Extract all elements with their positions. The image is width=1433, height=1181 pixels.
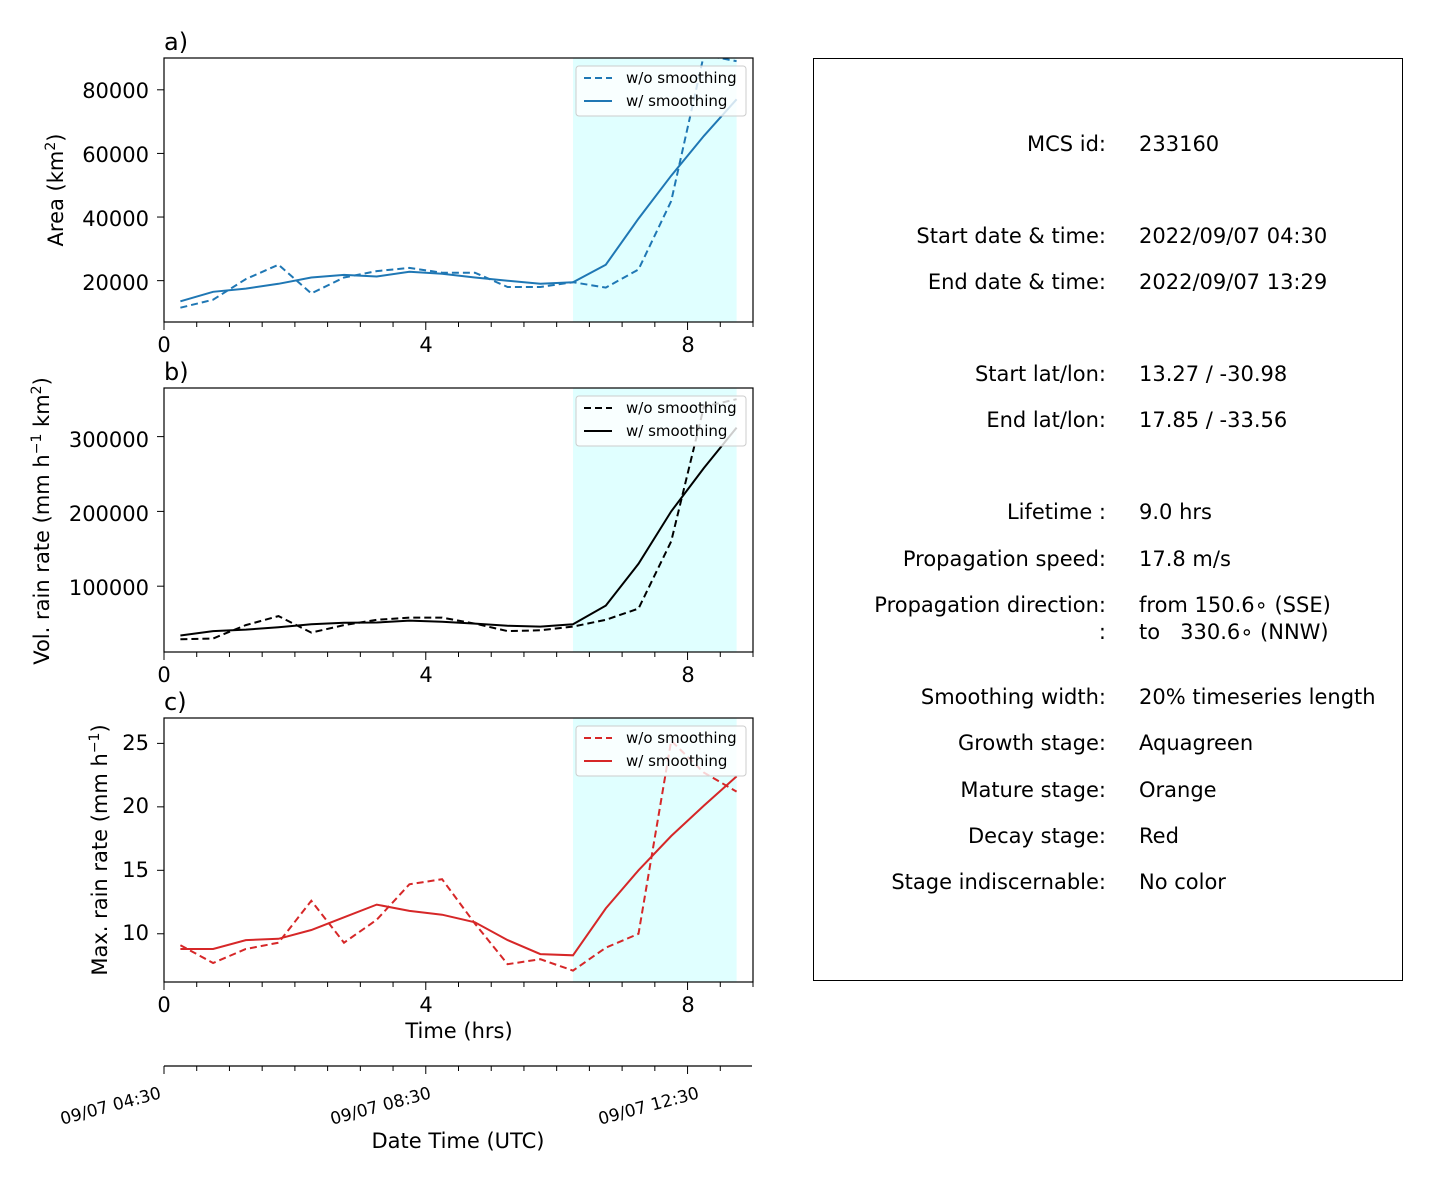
ylabel-max-rain-rate: Max. rain rate (mm h−1) xyxy=(87,724,112,975)
ytick-label: 100000 xyxy=(69,576,149,600)
info-label: Start lat/lon: xyxy=(974,362,1106,386)
info-row-mature-stage: Mature stage: Orange xyxy=(814,778,1402,808)
info-value: Orange xyxy=(1139,778,1217,802)
xtick-label: 8 xyxy=(681,993,694,1017)
ylabel-area: Area (km2) xyxy=(43,134,68,247)
xtick-label: 0 xyxy=(157,993,170,1017)
ytick-label: 40000 xyxy=(82,207,149,231)
panel-area: a) Area (km2) 0 4 8 20000 40000 60000 80… xyxy=(43,28,754,357)
ytick-label: 20 xyxy=(122,794,149,818)
info-value: 9.0 hrs xyxy=(1139,500,1212,524)
x-axis-label: Time (hrs) xyxy=(404,1019,512,1043)
series-line-smoothed xyxy=(180,426,738,637)
legend-label-raw: w/o smoothing xyxy=(626,729,737,747)
info-value: Aquagreen xyxy=(1139,731,1254,755)
legend-label-raw: w/o smoothing xyxy=(626,399,737,417)
xtick-label: 0 xyxy=(157,663,170,687)
info-label: Start date & time: xyxy=(916,224,1106,248)
panel-max-rain-rate: c) Max. rain rate (mm h−1) 0 4 8 10 15 2… xyxy=(87,688,754,1043)
ytick-label: 200000 xyxy=(69,502,149,526)
info-label: Propagation speed: xyxy=(902,547,1106,571)
series-line-smoothed xyxy=(180,775,738,957)
legend-label-raw: w/o smoothing xyxy=(626,69,737,87)
legend-label-smooth: w/ smoothing xyxy=(626,752,727,770)
ytick-label: 25 xyxy=(122,731,149,755)
info-row-decay-stage: Decay stage: Red xyxy=(814,824,1402,854)
legend-label-smooth: w/ smoothing xyxy=(626,422,727,440)
ytick-label: 60000 xyxy=(82,143,149,167)
panel-letter-c: c) xyxy=(164,688,187,716)
panel-volume-rain-rate: b) Vol. rain rate (mm h−1 km2) 0 4 8 100… xyxy=(29,358,754,687)
info-row-start-datetime: Start date & time: 2022/09/07 04:30 xyxy=(814,224,1402,254)
info-label: End date & time: xyxy=(927,270,1106,294)
info-label: Growth stage: xyxy=(957,731,1106,755)
info-label: Smoothing width: xyxy=(920,685,1106,709)
info-value: 13.27 / -30.98 xyxy=(1139,362,1288,386)
info-row-start-latlon: Start lat/lon: 13.27 / -30.98 xyxy=(814,362,1402,392)
info-label: Lifetime : xyxy=(1006,500,1106,524)
series-line-raw xyxy=(180,58,737,309)
info-row-smoothing-width: Smoothing width: 20% timeseries length xyxy=(814,685,1402,715)
info-row-growth-stage: Growth stage: Aquagreen xyxy=(814,731,1402,761)
legend-box xyxy=(575,395,747,447)
chart-figure: a) Area (km2) 0 4 8 20000 40000 60000 80… xyxy=(29,28,754,1153)
ytick-label: 20000 xyxy=(82,271,149,295)
info-row-stage-indiscernable: Stage indiscernable: No color xyxy=(814,870,1402,900)
info-label: Stage indiscernable: xyxy=(891,870,1106,894)
legend-box xyxy=(575,65,747,117)
info-value: 17.8 m/s xyxy=(1139,547,1231,571)
ytick-label: 80000 xyxy=(82,79,149,103)
info-row-end-latlon: End lat/lon: 17.85 / -33.56 xyxy=(814,408,1402,438)
info-label: MCS id: xyxy=(1026,132,1106,156)
info-row-propagation-speed: Propagation speed: 17.8 m/s xyxy=(814,547,1402,577)
info-value: 17.85 / -33.56 xyxy=(1139,408,1288,432)
info-value: to 330.6∘ (NNW) xyxy=(1139,620,1329,644)
series-line-smoothed xyxy=(180,98,738,303)
info-label: Mature stage: xyxy=(960,778,1106,802)
panel-letter-b: b) xyxy=(164,358,189,386)
ytick-label: 15 xyxy=(122,858,149,882)
info-value: Red xyxy=(1139,824,1179,848)
xtick-label: 8 xyxy=(681,333,694,357)
info-row-propagation-direction: Propagation direction: from 150.6∘ (SSE) xyxy=(814,593,1402,623)
series-line-raw xyxy=(180,398,737,641)
xtick-label: 4 xyxy=(419,993,432,1017)
legend-box xyxy=(575,725,747,777)
datetime-tick-label: 09/07 12:30 xyxy=(596,1084,701,1130)
info-row-end-datetime: End date & time: 2022/09/07 13:29 xyxy=(814,270,1402,300)
info-value: 2022/09/07 13:29 xyxy=(1139,270,1328,294)
info-value: No color xyxy=(1139,870,1226,894)
panel-letter-a: a) xyxy=(164,28,188,56)
datetime-tick-label: 09/07 04:30 xyxy=(58,1084,163,1130)
xtick-label: 8 xyxy=(681,663,694,687)
mcs-info-box: MCS id: 233160 Start date & time: 2022/0… xyxy=(813,58,1403,981)
legend-label-smooth: w/ smoothing xyxy=(626,92,727,110)
info-value: 2022/09/07 04:30 xyxy=(1139,224,1328,248)
info-label: Propagation direction: xyxy=(874,593,1106,617)
info-value: 20% timeseries length xyxy=(1139,685,1376,709)
ytick-label: 300000 xyxy=(69,428,149,452)
info-row-mcs-id: MCS id: 233160 xyxy=(814,132,1402,162)
series-line-raw xyxy=(179,738,738,972)
datetime-axis: 09/07 04:30 09/07 08:30 09/07 12:30 Date… xyxy=(58,1065,752,1153)
info-value: 233160 xyxy=(1139,132,1220,156)
info-label: End lat/lon: xyxy=(986,408,1106,432)
xtick-label: 0 xyxy=(157,333,170,357)
info-label: Decay stage: xyxy=(968,824,1106,848)
info-row-propagation-direction-to: : to 330.6∘ (NNW) xyxy=(814,620,1402,650)
info-label: : xyxy=(1098,620,1106,644)
info-row-lifetime: Lifetime : 9.0 hrs xyxy=(814,500,1402,530)
xtick-label: 4 xyxy=(419,333,432,357)
ytick-label: 10 xyxy=(122,921,149,945)
info-value: from 150.6∘ (SSE) xyxy=(1139,593,1331,617)
datetime-tick-label: 09/07 08:30 xyxy=(328,1084,433,1130)
datetime-axis-label: Date Time (UTC) xyxy=(372,1129,545,1153)
ylabel-volume-rain-rate: Vol. rain rate (mm h−1 km2) xyxy=(29,377,54,665)
xtick-label: 4 xyxy=(419,663,432,687)
